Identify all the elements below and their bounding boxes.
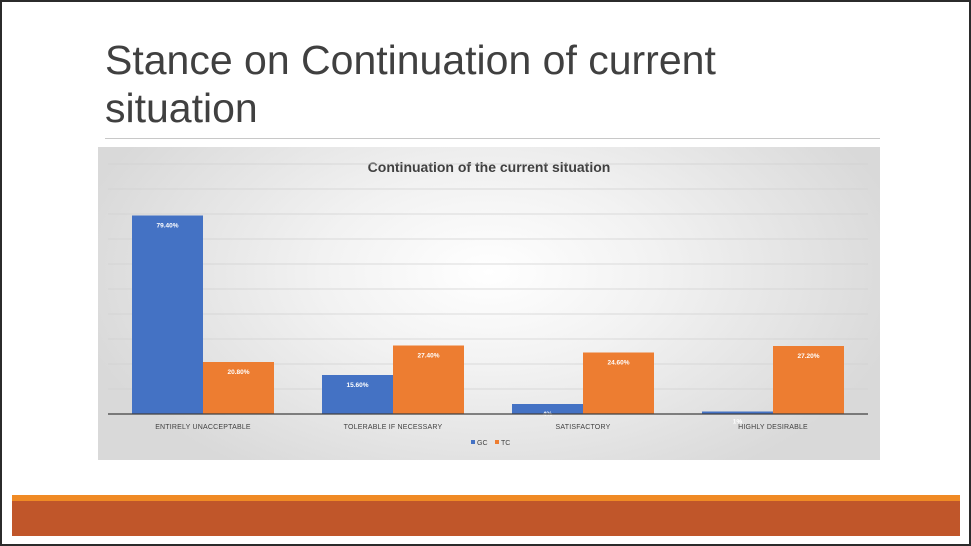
category-label: HIGHLY DESIRABLE xyxy=(738,424,808,431)
data-label-tc-1: 20.80% xyxy=(227,369,249,376)
bar-gc-1 xyxy=(132,215,203,414)
data-label-tc-4: 27.20% xyxy=(797,353,819,360)
bar-gc-3 xyxy=(512,404,583,414)
chart-panel: Continuation of the current situation 79… xyxy=(98,147,880,460)
data-label-tc-2: 27.40% xyxy=(417,353,439,360)
legend-swatch-tc xyxy=(495,440,499,444)
legend: GC TC xyxy=(471,440,510,447)
bar-gc-2 xyxy=(322,375,393,414)
legend-label-gc: GC xyxy=(477,440,488,447)
category-label: SATISFACTORY xyxy=(556,424,611,431)
bar-tc-3 xyxy=(583,352,654,414)
bar-tc-2 xyxy=(393,345,464,414)
slide-title: Stance on Continuation of current situat… xyxy=(105,37,716,131)
footer-bar xyxy=(12,501,960,536)
category-labels: ENTIRELY UNACCEPTABLE TOLERABLE IF NECESS… xyxy=(155,424,808,431)
data-label-gc-1: 79.40% xyxy=(156,223,178,230)
footer-accent-stripe xyxy=(12,495,960,501)
legend-swatch-gc xyxy=(471,440,475,444)
bar-tc-4 xyxy=(773,346,844,414)
category-label: ENTIRELY UNACCEPTABLE xyxy=(155,424,251,431)
legend-label-tc: TC xyxy=(501,440,510,447)
bar-gc-4 xyxy=(702,411,773,414)
chart-title: Continuation of the current situation xyxy=(368,159,611,175)
category-label: TOLERABLE IF NECESSARY xyxy=(344,424,443,431)
bar-chart: Continuation of the current situation 79… xyxy=(108,159,868,447)
title-divider xyxy=(105,138,880,139)
gridlines xyxy=(108,163,868,390)
data-label-tc-3: 24.60% xyxy=(607,360,629,367)
data-label-gc-2: 15.60% xyxy=(346,382,368,389)
bar-tc-1 xyxy=(203,362,274,414)
data-label-gc-4: 1% xyxy=(733,419,743,426)
bars: 79.40%20.80%15.60%27.40%4%24.60%1%27.20% xyxy=(132,215,844,426)
